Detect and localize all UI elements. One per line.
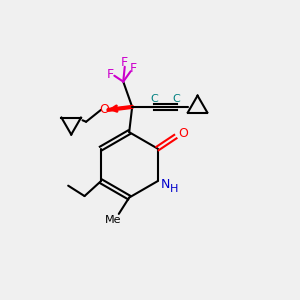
Text: F: F — [121, 56, 128, 69]
Text: O: O — [178, 127, 188, 140]
Text: F: F — [106, 68, 113, 81]
Text: F: F — [130, 62, 137, 75]
Text: C: C — [173, 94, 181, 104]
Text: N: N — [160, 178, 170, 191]
Text: H: H — [170, 184, 178, 194]
Text: Me: Me — [105, 215, 121, 225]
Text: O: O — [99, 103, 109, 116]
Text: C: C — [151, 94, 158, 104]
